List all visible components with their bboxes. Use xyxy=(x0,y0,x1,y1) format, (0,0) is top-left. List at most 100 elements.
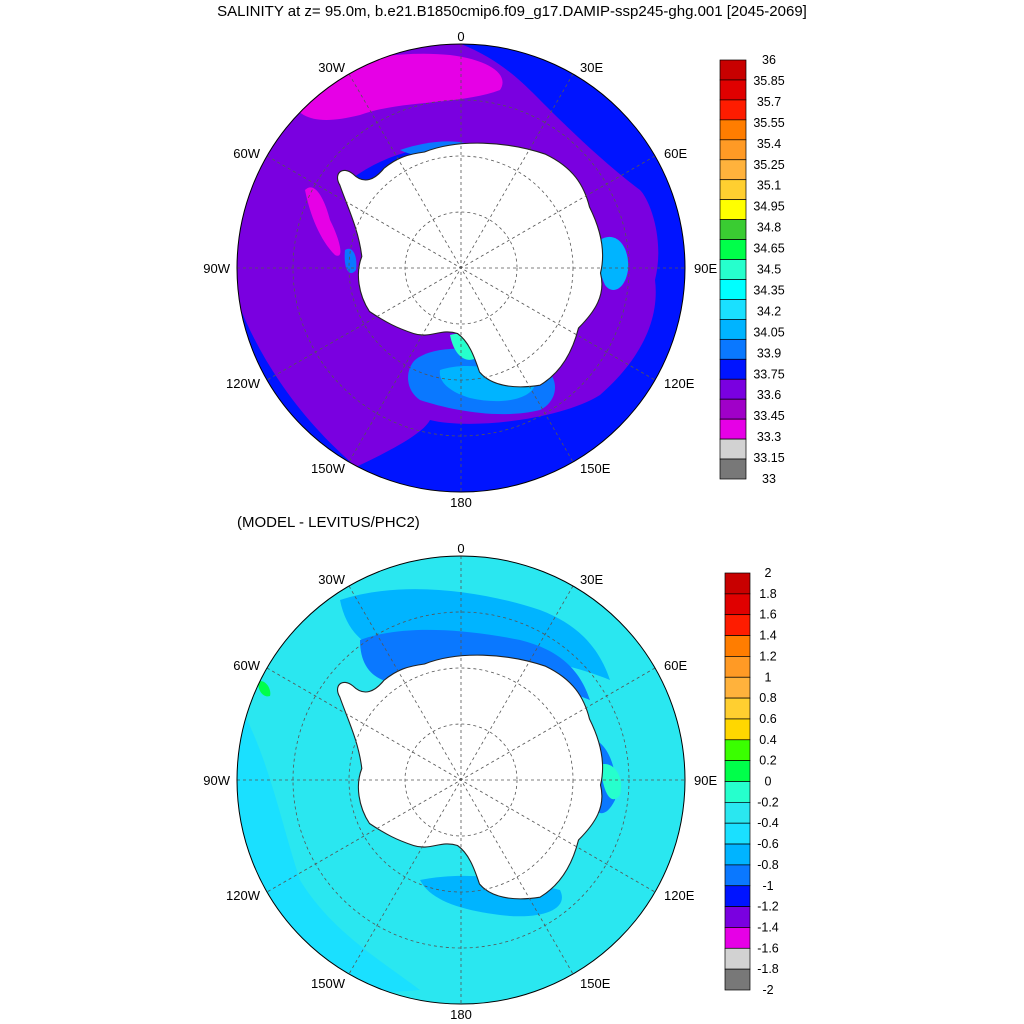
colorbar-label: 1.8 xyxy=(759,587,776,601)
colorbar-swatch xyxy=(719,99,747,121)
colorbar-swatch xyxy=(719,259,747,280)
colorbar-swatch xyxy=(724,906,751,928)
colorbar-label: -1.4 xyxy=(757,920,779,934)
colorbar-swatch xyxy=(719,418,747,440)
colorbar-label: 0.8 xyxy=(759,691,776,705)
lon-label: 150W xyxy=(311,461,346,476)
colorbar-swatch xyxy=(724,781,751,803)
colorbar-label: -1 xyxy=(762,879,773,893)
colorbar-label: 34.5 xyxy=(757,263,781,277)
colorbar-label: 35.85 xyxy=(753,74,784,88)
lon-label: 150E xyxy=(580,976,611,991)
colorbar-swatch xyxy=(724,968,751,991)
lon-label: 180 xyxy=(450,495,472,510)
colorbar-bottom: 2 1.8 1.6 1.4 1.2 1 0.8 0.6 0.4 0.2 0 -0.2 -0.4 -0.6 -… xyxy=(724,566,779,997)
colorbar-label: -1.8 xyxy=(757,962,779,976)
colorbar-label: 33.45 xyxy=(753,409,784,423)
salinity-map xyxy=(237,44,685,492)
colorbar-label: 35.4 xyxy=(757,137,781,151)
colorbar-swatch xyxy=(719,358,747,380)
colorbar-swatch xyxy=(724,864,751,887)
colorbar-label: -1.6 xyxy=(757,941,779,955)
colorbar-label: -0.8 xyxy=(757,858,779,872)
colorbar-label: 1.2 xyxy=(759,649,776,663)
colorbar-swatch xyxy=(724,947,751,970)
colorbar-swatch xyxy=(719,139,747,161)
colorbar-swatch xyxy=(719,119,747,141)
colorbar-label: 33.15 xyxy=(753,451,784,465)
colorbar-label: 2 xyxy=(765,566,772,580)
colorbar-swatch xyxy=(719,179,747,201)
lon-label: 90E xyxy=(694,261,717,276)
colorbar-swatch xyxy=(719,239,747,260)
colorbar-label: -1.2 xyxy=(757,900,779,914)
colorbar-label: -0.6 xyxy=(757,837,779,851)
colorbar-label: 36 xyxy=(762,53,776,67)
lon-label: 30E xyxy=(580,572,603,587)
colorbar-swatch xyxy=(719,319,747,340)
colorbar-label: 33.3 xyxy=(757,430,781,444)
colorbar-swatch xyxy=(724,656,751,678)
colorbar-label: -0.4 xyxy=(757,816,779,830)
colorbar-label: 35.55 xyxy=(753,116,784,130)
lon-label: 90E xyxy=(694,773,717,788)
colorbar-label: 33.9 xyxy=(757,346,781,360)
difference-map xyxy=(237,556,685,1004)
lon-label: 150E xyxy=(580,461,611,476)
colorbar-label: 1.6 xyxy=(759,608,776,622)
colorbar-swatch xyxy=(719,398,747,420)
longitude-labels-bottom: 0 30E 60E 90E 120E 150E 180 150W 120W 90… xyxy=(203,541,717,1022)
colorbar-label: 33.75 xyxy=(753,367,784,381)
lon-label: 30W xyxy=(318,572,345,587)
colorbar-swatch xyxy=(724,593,751,616)
colorbar-label: -0.2 xyxy=(757,795,779,809)
colorbar-top: 36 35.85 35.7 35.55 35.4 35.25 35.1 34.95 34.8 34… xyxy=(719,53,785,486)
colorbar-label: 35.7 xyxy=(757,95,781,109)
colorbar-label: 1 xyxy=(765,670,772,684)
colorbar-swatch xyxy=(724,843,751,866)
colorbar-label: 1.4 xyxy=(759,629,776,643)
colorbar-label: 34.8 xyxy=(757,221,781,235)
inner-purple-east xyxy=(530,160,651,410)
colorbar-label: 35.1 xyxy=(757,179,781,193)
lon-label: 90W xyxy=(203,773,230,788)
colorbar-label: 35.25 xyxy=(753,158,784,172)
colorbar-label: -2 xyxy=(762,983,773,997)
west-blue-eddy xyxy=(344,248,357,274)
lon-label: 120E xyxy=(664,376,695,391)
magenta-peninsula xyxy=(305,187,341,256)
difference-subtitle: (MODEL - LEVITUS/PHC2) xyxy=(237,514,420,531)
colorbar-swatch xyxy=(724,927,751,949)
colorbar-label: 34.2 xyxy=(757,304,781,318)
colorbar-swatch xyxy=(724,739,751,761)
lon-label: 60E xyxy=(664,146,687,161)
colorbar-swatch xyxy=(724,885,751,907)
diff-east-aqua xyxy=(600,764,622,800)
graticule-diff xyxy=(237,556,685,1004)
colorbar-swatch xyxy=(719,299,747,320)
colorbar-label: 0 xyxy=(765,775,772,789)
colorbar-label: 34.65 xyxy=(753,242,784,256)
colorbar-label: 0.2 xyxy=(759,754,776,768)
lon-label: 120E xyxy=(664,888,695,903)
colorbar-label: 34.05 xyxy=(753,325,784,339)
colorbar-label: 34.95 xyxy=(753,200,784,214)
colorbar-swatch xyxy=(724,697,751,720)
colorbar-swatch xyxy=(724,614,751,636)
colorbar-swatch xyxy=(724,676,751,699)
east-cyan xyxy=(597,236,629,290)
colorbar-swatch xyxy=(719,438,747,460)
colorbar-label: 33 xyxy=(762,472,776,486)
colorbar-swatch xyxy=(724,572,751,595)
lon-label: 30E xyxy=(580,60,603,75)
colorbar-swatch xyxy=(719,159,747,181)
diff-green-spot xyxy=(258,681,271,697)
lon-label: 0 xyxy=(457,29,464,44)
colorbar-swatch xyxy=(724,760,751,782)
lon-label: 60W xyxy=(233,146,260,161)
colorbar-swatch xyxy=(719,458,747,480)
colorbar-label: 0.6 xyxy=(759,712,776,726)
lon-label: 30W xyxy=(318,60,345,75)
colorbar-swatch xyxy=(719,59,747,81)
